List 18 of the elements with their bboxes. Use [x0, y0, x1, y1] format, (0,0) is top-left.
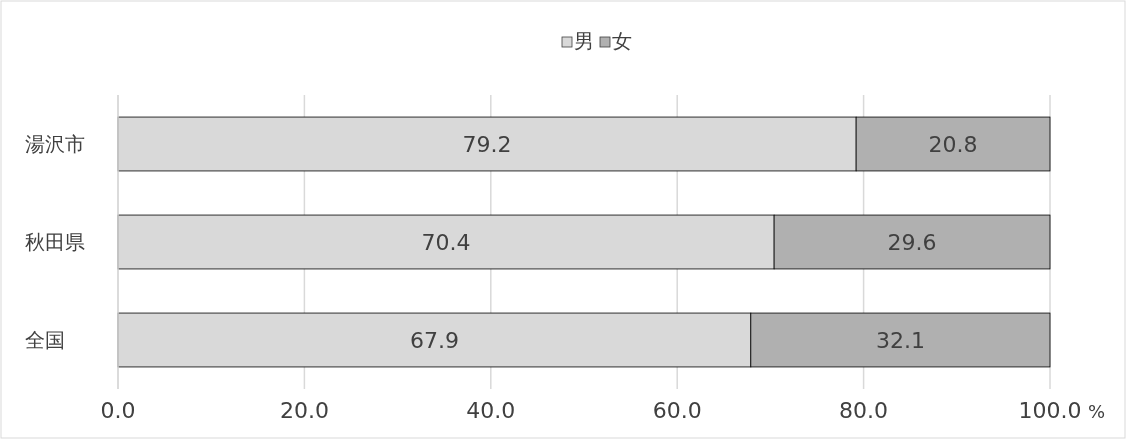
y-tick-label: 全国 [25, 328, 65, 352]
y-tick-label: 秋田県 [25, 230, 85, 254]
data-label: 67.9 [409, 328, 459, 353]
data-label: 20.8 [928, 132, 978, 157]
x-tick-label: 0.0 [100, 398, 136, 423]
data-label: 70.4 [421, 230, 471, 255]
x-tick-label: 60.0 [652, 398, 702, 423]
legend-label: 女 [612, 29, 632, 53]
data-label: 79.2 [462, 132, 512, 157]
data-label: 32.1 [875, 328, 925, 353]
y-tick-label: 湯沢市 [25, 132, 85, 156]
x-tick-label: 80.0 [839, 398, 889, 423]
x-tick-label: 100.0 [1018, 398, 1082, 423]
x-tick-label: 20.0 [279, 398, 329, 423]
x-tick-label: 40.0 [466, 398, 516, 423]
x-axis-title: % [1088, 401, 1106, 422]
legend-label: 男 [574, 29, 594, 53]
data-label: 29.6 [887, 230, 937, 255]
